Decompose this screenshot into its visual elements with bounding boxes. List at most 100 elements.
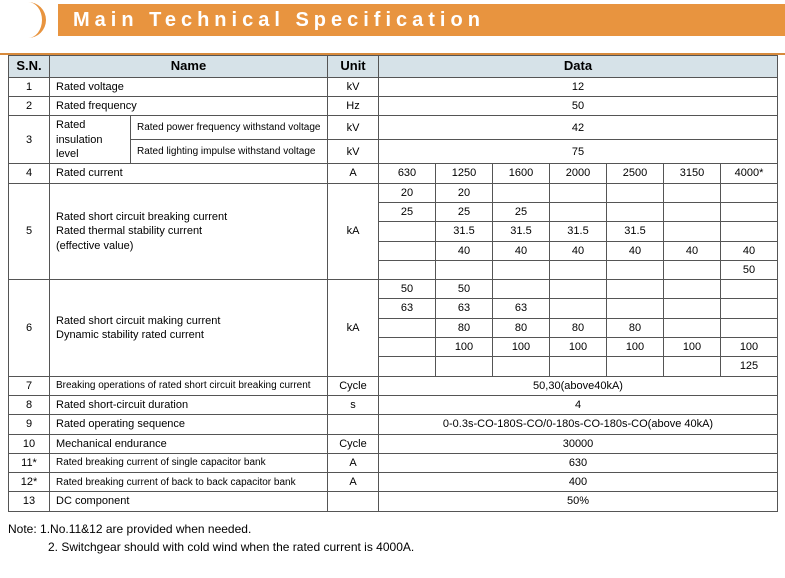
cell-data [379, 357, 436, 376]
cell-data [721, 202, 778, 221]
cell-data: 100 [721, 338, 778, 357]
cell-data: 75 [379, 140, 778, 164]
table-row: 5 Rated short circuit breaking current R… [9, 183, 778, 202]
cell-data: 40 [493, 241, 550, 260]
cell-data: 100 [550, 338, 607, 357]
cell-data: 80 [550, 318, 607, 337]
cell-data [721, 183, 778, 202]
cell-data: 63 [379, 299, 436, 318]
cell-data: 80 [493, 318, 550, 337]
cell-data: 80 [607, 318, 664, 337]
cell-data: 30000 [379, 434, 778, 453]
cell-data: 31.5 [493, 222, 550, 241]
cell-sn: 9 [9, 415, 50, 434]
cell-name: Rated breaking current of back to back c… [50, 473, 328, 492]
cell-name: DC component [50, 492, 328, 511]
cell-data [607, 260, 664, 279]
cell-data: 50 [721, 260, 778, 279]
col-name: Name [50, 56, 328, 78]
cell-data [607, 299, 664, 318]
cell-data: 12 [379, 77, 778, 96]
table-row: 6 Rated short circuit making current Dyn… [9, 280, 778, 299]
cell-name: Rated current [50, 164, 328, 183]
cell-data: 63 [493, 299, 550, 318]
cell-unit: kA [328, 280, 379, 376]
cell-sn: 10 [9, 434, 50, 453]
cell-sn: 4 [9, 164, 50, 183]
cell-data: 80 [436, 318, 493, 337]
cell-data [379, 222, 436, 241]
col-data: Data [379, 56, 778, 78]
table-row: 8 Rated short-circuit duration s 4 [9, 395, 778, 414]
cell-unit: A [328, 473, 379, 492]
header-title: Main Technical Specification [58, 4, 785, 36]
cell-unit: kV [328, 116, 379, 140]
cell-data: 40 [607, 241, 664, 260]
cell-data [436, 260, 493, 279]
cell-sn: 11* [9, 453, 50, 472]
cell-data: 2000 [550, 164, 607, 183]
cell-data: 50 [379, 280, 436, 299]
cell-data: 1250 [436, 164, 493, 183]
cell-data: 25 [379, 202, 436, 221]
spec-table: S.N. Name Unit Data 1 Rated voltage kV 1… [8, 55, 778, 512]
table-row: 3 Rated insulation level Rated power fre… [9, 116, 778, 140]
cell-data [436, 357, 493, 376]
cell-data: 0-0.3s-CO-180S-CO/0-180s-CO-180s-CO(abov… [379, 415, 778, 434]
cell-data [721, 299, 778, 318]
cell-data: 4 [379, 395, 778, 414]
table-row: 12* Rated breaking current of back to ba… [9, 473, 778, 492]
cell-data [493, 280, 550, 299]
cell-data [664, 280, 721, 299]
cell-data [664, 202, 721, 221]
cell-data [550, 299, 607, 318]
cell-sn: 12* [9, 473, 50, 492]
header-icon [8, 0, 48, 40]
cell-data: 25 [493, 202, 550, 221]
cell-name: Rated short-circuit duration [50, 395, 328, 414]
table-row: 13 DC component 50% [9, 492, 778, 511]
cell-data: 4000* [721, 164, 778, 183]
cell-data [607, 202, 664, 221]
cell-data: 31.5 [436, 222, 493, 241]
cell-data: 100 [607, 338, 664, 357]
cell-data [550, 260, 607, 279]
cell-data: 50 [436, 280, 493, 299]
cell-name: Mechanical endurance [50, 434, 328, 453]
cell-sn: 8 [9, 395, 50, 414]
table-row: 4 Rated current A 630 1250 1600 2000 250… [9, 164, 778, 183]
cell-unit: A [328, 453, 379, 472]
cell-data: 40 [721, 241, 778, 260]
cell-unit: Cycle [328, 376, 379, 395]
cell-data: 400 [379, 473, 778, 492]
cell-data: 100 [436, 338, 493, 357]
cell-sn: 3 [9, 116, 50, 164]
cell-data: 31.5 [607, 222, 664, 241]
cell-name: Rated short circuit breaking current Rat… [50, 183, 328, 279]
cell-unit: Cycle [328, 434, 379, 453]
cell-name: Rated short circuit making current Dynam… [50, 280, 328, 376]
cell-unit: kV [328, 140, 379, 164]
cell-data: 20 [379, 183, 436, 202]
cell-name: Breaking operations of rated short circu… [50, 376, 328, 395]
cell-data: 20 [436, 183, 493, 202]
cell-data [664, 222, 721, 241]
cell-data: 1600 [493, 164, 550, 183]
cell-data [607, 183, 664, 202]
cell-data: 50,30(above40kA) [379, 376, 778, 395]
cell-name: Rated insulation level [50, 116, 131, 164]
cell-data: 125 [721, 357, 778, 376]
cell-data [664, 260, 721, 279]
col-unit: Unit [328, 56, 379, 78]
cell-data [607, 280, 664, 299]
cell-data [664, 318, 721, 337]
cell-data: 40 [664, 241, 721, 260]
cell-data: 2500 [607, 164, 664, 183]
cell-data: 31.5 [550, 222, 607, 241]
cell-data [721, 222, 778, 241]
cell-data: 63 [436, 299, 493, 318]
note-line: 2. Switchgear should with cold wind when… [8, 538, 785, 556]
cell-data [664, 357, 721, 376]
cell-data [379, 241, 436, 260]
table-row: 7 Breaking operations of rated short cir… [9, 376, 778, 395]
